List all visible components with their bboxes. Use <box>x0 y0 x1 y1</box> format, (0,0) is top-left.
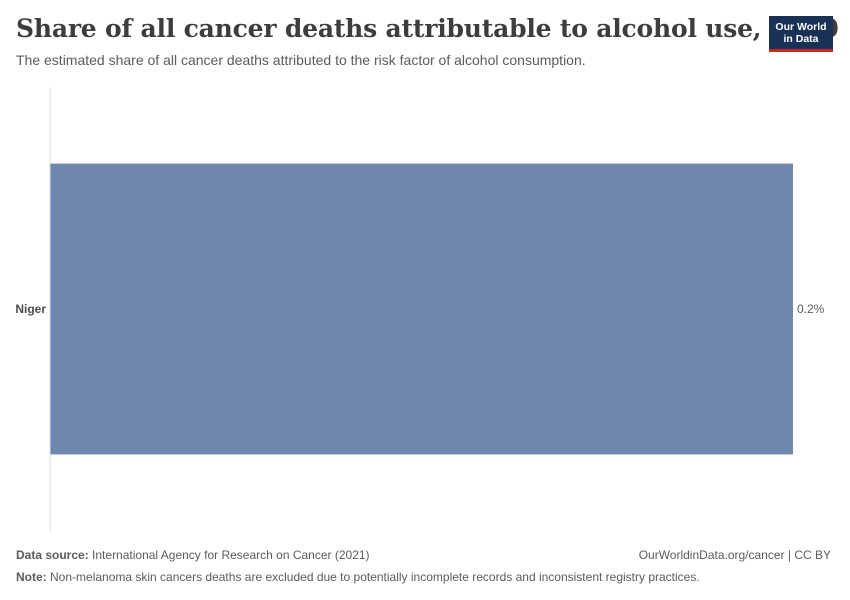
category-label: Niger <box>15 302 46 316</box>
data-source-text[interactable]: International Agency for Research on Can… <box>92 548 370 562</box>
source-url[interactable]: OurWorldinData.org/cancer | CC BY <box>638 548 831 562</box>
note-text: Non-melanoma skin cancers deaths are exc… <box>50 570 700 584</box>
data-source-label: Data source: <box>16 548 89 562</box>
chart-note: Note: Non-melanoma skin cancers deaths a… <box>16 570 700 584</box>
chart-subtitle: The estimated share of all cancer deaths… <box>16 52 586 68</box>
logo-line-1: Our World <box>775 21 827 33</box>
owid-logo[interactable]: Our World in Data <box>769 16 833 52</box>
bar-niger[interactable] <box>50 163 793 455</box>
chart-title: Share of all cancer deaths attributable … <box>16 14 839 43</box>
note-label: Note: <box>16 570 47 584</box>
value-label: 0.2% <box>797 302 825 316</box>
data-source: Data source: International Agency for Re… <box>16 548 370 562</box>
logo-line-2: in Data <box>783 33 819 45</box>
